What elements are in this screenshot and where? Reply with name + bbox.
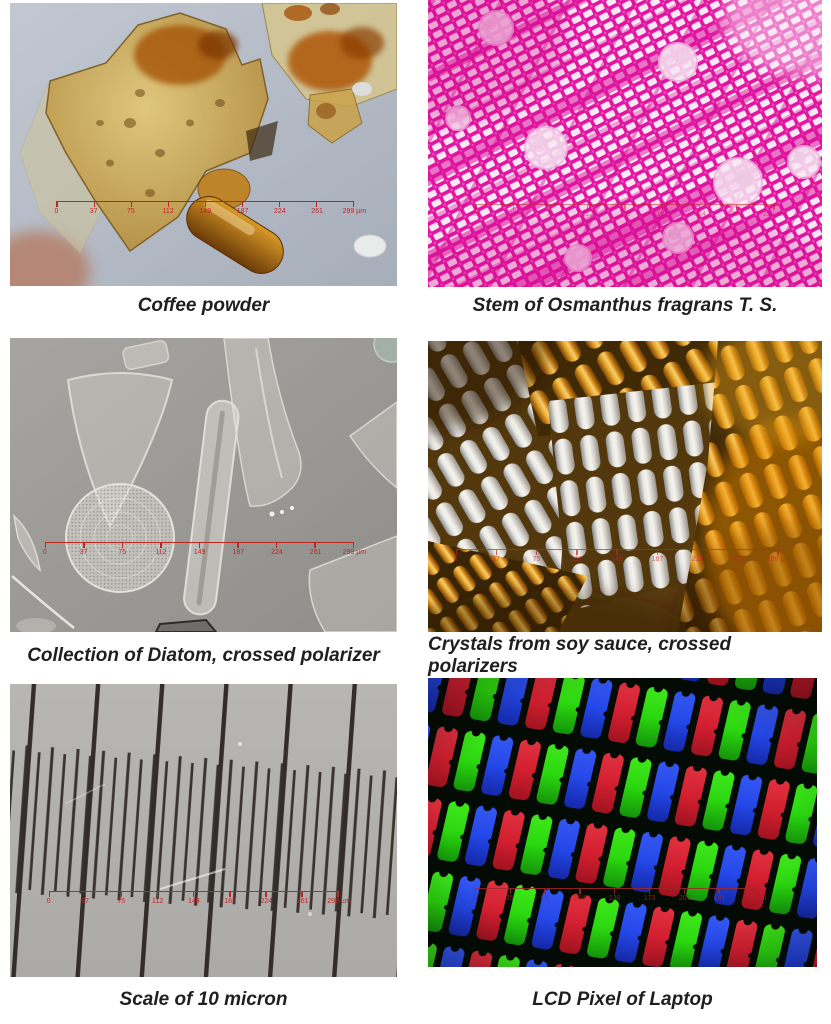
soy-crystals-micrograph [428, 341, 822, 632]
scale-bar-line [56, 201, 355, 208]
caption-micron-scale: Scale of 10 micron [119, 989, 288, 1010]
figure-lcd-pixels: 0 35 69 104 138 173 207 241 276 µm [428, 678, 817, 967]
coffee-powder-micrograph [10, 3, 397, 286]
scale-bar-line [474, 887, 755, 894]
figure-osmanthus-stem: 0 37 75 112 149 187 224 261 299 µm [428, 0, 822, 287]
osmanthus-stem-micrograph [428, 0, 822, 287]
figure-soy-sauce-crystals: 0 37 75 112 149 187 224 261 299 µm [428, 341, 822, 632]
scale-bar-line [455, 549, 779, 556]
scale-bar: 0 37 75 112 149 187 224 261 299 µm [473, 203, 787, 218]
scale-bar-labels: 0 37 75 112 149 187 224 261 299 µm [54, 208, 367, 216]
scale-bar: 0 37 75 112 149 187 224 261 299 µm [42, 542, 367, 557]
figure-diatom-collection: 0 37 75 112 149 187 224 261 299 µm [10, 338, 397, 632]
scale-bar: 0 37 75 112 149 187 224 261 299 µm [54, 201, 367, 216]
scale-bar-labels: 0 37 75 112 149 187 224 261 299 µm [453, 556, 791, 564]
figure-coffee-powder: 0 37 75 112 149 187 224 261 299 µm [10, 3, 397, 286]
scale-bar-labels: 0 37 75 112 149 187 224 261 299 µm [473, 210, 787, 218]
scale-bar-line [475, 203, 775, 210]
micron-scale-micrograph [10, 684, 397, 977]
scale-bar: 0 37 75 112 149 187 224 261 299 µm [46, 890, 351, 905]
caption-coffee-powder: Coffee powder [137, 295, 270, 316]
caption-soy-sauce-crystals: Crystals from soy sauce, crossed polariz… [428, 634, 732, 677]
figure-micron-scale: 0 37 75 112 149 187 224 261 299 µm [10, 684, 397, 977]
scale-bar-labels: 0 37 75 112 149 187 224 261 299 µm [42, 549, 367, 557]
diatom-micrograph [10, 338, 397, 632]
lcd-pixel-micrograph [428, 678, 817, 967]
scale-bar-labels: 0 35 69 104 138 173 207 241 276 µm [472, 894, 767, 902]
caption-diatom-collection: Collection of Diatom, crossed polarizer [27, 645, 380, 666]
scale-bar-line [48, 890, 339, 897]
caption-osmanthus-stem: Stem of Osmanthus fragrans T. S. [472, 295, 778, 316]
caption-lcd-pixels: LCD Pixel of Laptop [532, 989, 713, 1010]
scale-bar-line [44, 542, 355, 549]
scale-bar: 0 37 75 112 149 187 224 261 299 µm [453, 549, 791, 564]
scale-bar-labels: 0 37 75 112 149 187 224 261 299 µm [46, 897, 351, 905]
scale-bar: 0 35 69 104 138 173 207 241 276 µm [472, 887, 767, 902]
